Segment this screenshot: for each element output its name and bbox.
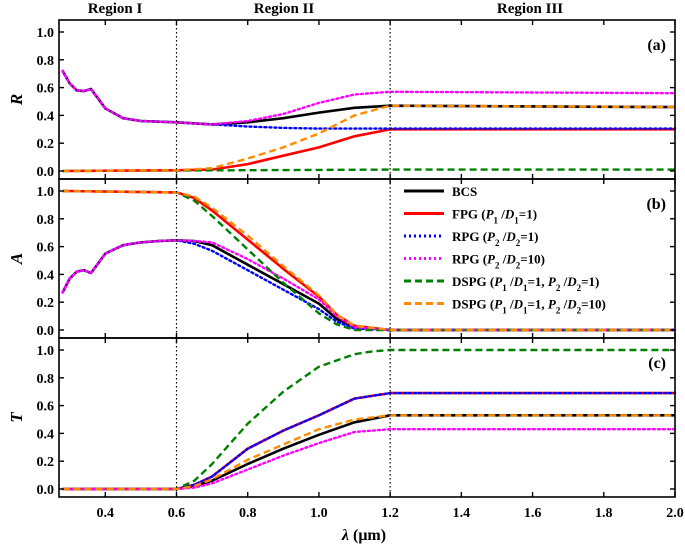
legend-label-rpg2: RPG (P2 /D2=1)	[452, 229, 539, 248]
series-dspg1-p3	[62, 348, 675, 491]
panel-3: 0.0 0.2 0.4 0.6 0.8 1.0 T (c)	[7, 337, 677, 498]
series-rpg2-p3	[61, 391, 677, 491]
x-tick-label-8: 2.0	[666, 506, 684, 521]
y-tick-label-p2-4: 0.8	[37, 213, 55, 228]
series-rpg2-p1	[61, 69, 677, 130]
panel-label-3: (c)	[648, 355, 666, 372]
y-tick-label-p2-0: 0.0	[37, 324, 55, 339]
series-rpg10-p1	[61, 69, 677, 126]
y-tick-label-p2-1: 0.2	[37, 296, 55, 311]
legend-label-dspg10: DSPG (P1 /D1=1, P2 /D2=10)	[452, 297, 606, 316]
legend: BCS FPG (P1 /D1=1) RPG (P2 /D2=1) RPG (P2 /…	[404, 184, 606, 316]
y-tick-label-p2-2: 0.4	[37, 268, 55, 283]
panels-group: 0.0 0.2 0.4 0.6 0.8 1.0 R (a) 0.0 0.2 0.4 0.6 0.8 1.0…	[7, 19, 684, 521]
y-tick-label-p3-1: 0.2	[37, 455, 55, 470]
panel-2: 0.0 0.2 0.4 0.6 0.8 1.0 A (b)	[7, 178, 677, 339]
series-dspg10-p3	[62, 414, 675, 491]
y-tick-label-p2-3: 0.6	[37, 241, 55, 256]
x-tick-label-5: 1.4	[453, 506, 471, 521]
series-rpg10-p3	[61, 428, 677, 491]
legend-label-rpg10: RPG (P2 /D2=10)	[452, 252, 545, 271]
series-bcs-p3	[62, 413, 675, 491]
y-tick-label-p1-4: 0.8	[37, 54, 55, 69]
x-tick-label-2: 0.8	[239, 506, 257, 521]
y-tick-label-p1-5: 1.0	[37, 26, 55, 41]
x-axis-var: λ	[341, 527, 349, 544]
series-dspg10-p1	[62, 104, 676, 173]
panel-label-2: (b)	[646, 196, 666, 213]
y-tick-label-p3-0: 0.0	[37, 483, 55, 498]
series-rpg10-p2	[61, 239, 677, 332]
x-tick-label-3: 1.0	[310, 506, 328, 521]
panel-frame-3	[58, 337, 676, 498]
panel-label-1: (a)	[647, 37, 666, 54]
region-label-1: Region I	[88, 1, 143, 17]
y-axis-label-p2: A	[7, 253, 26, 265]
y-tick-label-p3-5: 1.0	[37, 344, 55, 359]
panel-1: 0.0 0.2 0.4 0.6 0.8 1.0 R (a)	[7, 19, 677, 180]
x-tick-label-1: 0.6	[168, 506, 186, 521]
y-tick-label-p1-3: 0.6	[37, 82, 55, 97]
y-tick-label-p1-0: 0.0	[37, 165, 55, 180]
x-axis-label: λ (μm)	[341, 527, 386, 544]
legend-label-bcs: BCS	[452, 184, 477, 199]
x-tick-label-7: 1.8	[595, 506, 613, 521]
x-tick-label-0: 0.4	[97, 506, 115, 521]
series-bcs-p1	[61, 70, 676, 126]
x-tick-label-4: 1.2	[381, 506, 399, 521]
series-dspg1-p2	[62, 189, 675, 332]
panel-frame-2	[58, 178, 676, 339]
y-axis-label-p1: R	[7, 94, 26, 106]
x-axis-unit: (μm)	[349, 527, 386, 544]
y-tick-label-p3-4: 0.8	[37, 372, 55, 387]
region-label-3: Region III	[497, 1, 563, 17]
legend-label-fpg: FPG (P1 /D1=1)	[452, 207, 537, 226]
series-dspg10-p2	[62, 189, 675, 332]
y-tick-label-p1-1: 0.2	[37, 137, 55, 152]
y-axis-label-p3: T	[7, 412, 26, 423]
panel-frame-1	[58, 19, 676, 180]
y-tick-label-p2-5: 1.0	[37, 185, 55, 200]
y-tick-label-p3-3: 0.6	[37, 400, 55, 415]
region-label-2: Region II	[254, 1, 315, 17]
x-tick-label-6: 1.6	[524, 506, 542, 521]
series-fpg-p1	[62, 128, 675, 173]
y-tick-label-p3-2: 0.4	[37, 427, 55, 442]
series-dspg1-p1	[62, 168, 675, 173]
y-tick-label-p1-2: 0.4	[37, 109, 55, 124]
legend-label-dspg1: DSPG (P1 /D1=1, P2 /D2=1)	[452, 274, 599, 293]
series-fpg-p3	[62, 391, 675, 491]
